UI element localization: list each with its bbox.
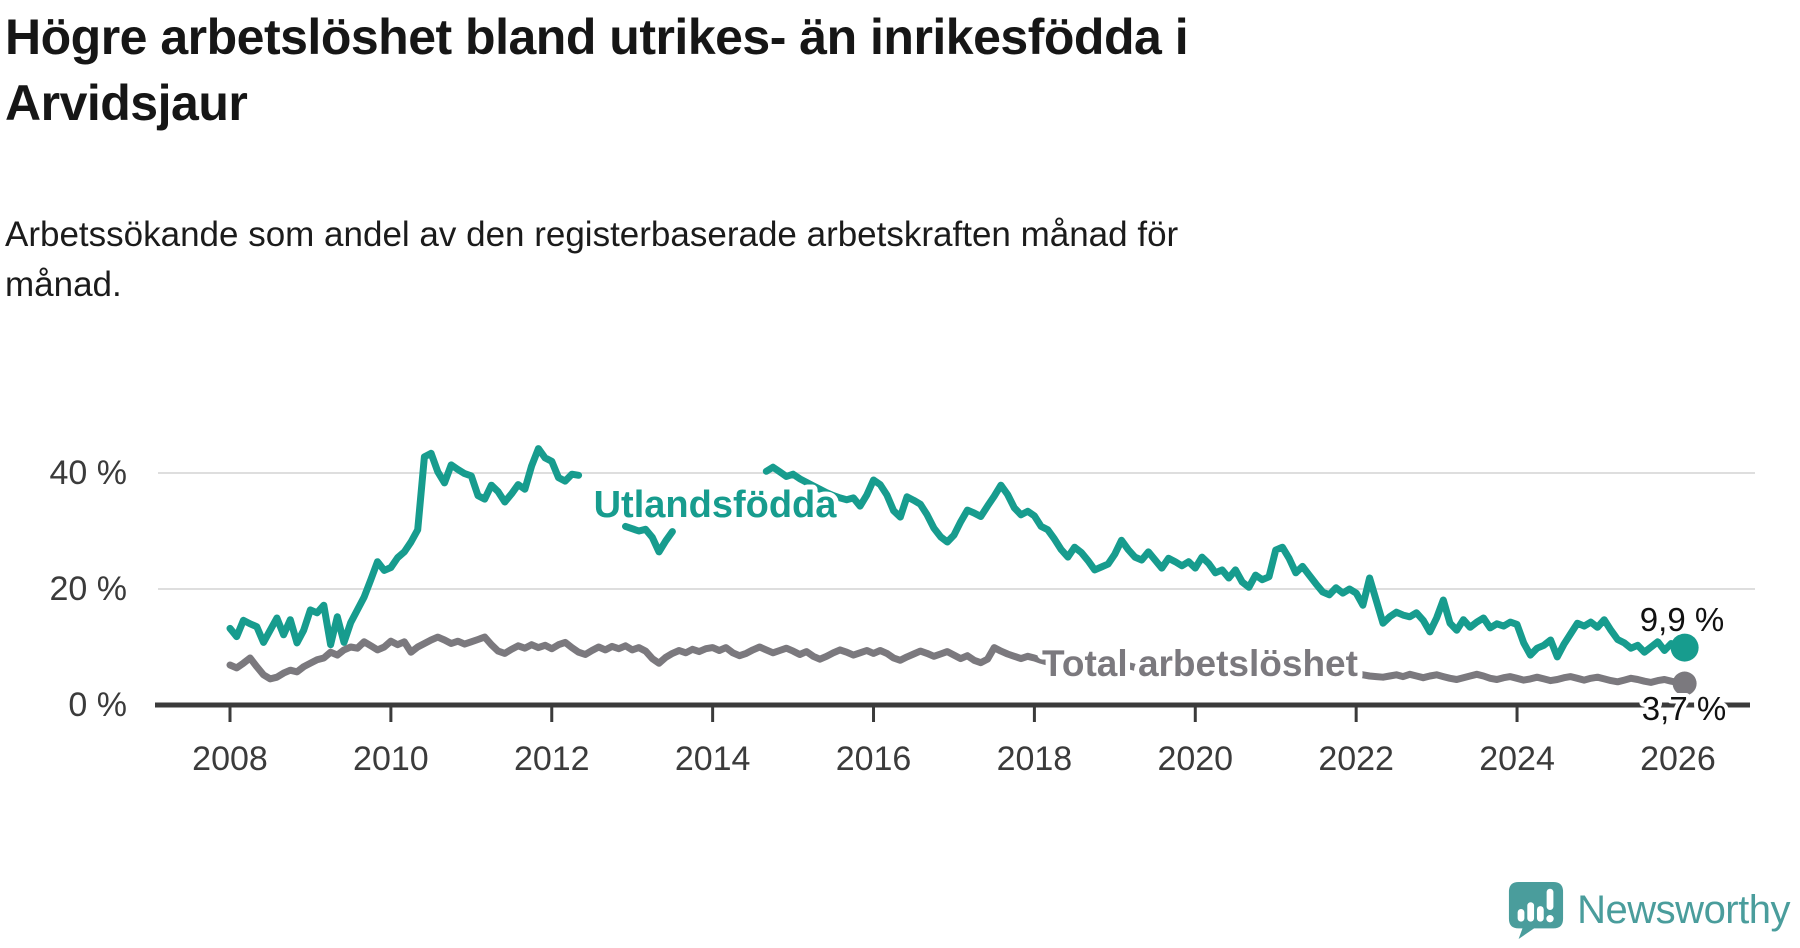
y-tick-label-0: 0 % (68, 686, 127, 724)
newsworthy-logo-text: Newsworthy (1577, 887, 1790, 932)
end-dot-utlandsfodda (1670, 633, 1699, 662)
y-tick-label-40: 40 % (50, 454, 128, 492)
end-value-label-total: 3,7 % (1642, 690, 1726, 727)
axis-tick-labels: 2008 2010 2012 2014 2016 2018 2020 2022 2024 2026… (50, 454, 1716, 778)
chart-annotations: Utlandsfödda Total arbetslöshet 9,9 % 3,… (589, 479, 1731, 731)
x-tick-label-2018: 2018 (997, 740, 1073, 778)
page-title-line-1: Högre arbetslöshet bland utrikes- än inr… (5, 9, 1189, 65)
series-line-total (226, 633, 1689, 687)
x-tick-label-2026: 2026 (1640, 740, 1716, 778)
chart-subtitle-line-1: Arbetssökande som andel av den registerb… (5, 215, 1179, 254)
x-tick-label-2012: 2012 (514, 740, 590, 778)
x-tick-label-2010: 2010 (353, 740, 429, 778)
page-title: Högre arbetslöshet bland utrikes- än inr… (5, 4, 1605, 136)
x-tick-label-2022: 2022 (1318, 740, 1394, 778)
series-lines (226, 445, 1689, 687)
series-line-utlandsfodda (622, 522, 676, 556)
series-label-total-arbetsloshet: Total arbetslöshet (1042, 643, 1358, 684)
x-tick-label-2008: 2008 (192, 740, 268, 778)
end-value-label-utlandsfodda: 9,9 % (1640, 601, 1724, 638)
chart-subtitle: Arbetssökande som andel av den registerb… (5, 210, 1505, 310)
x-tick-label-2016: 2016 (836, 740, 912, 778)
series-label-utlandsfodda: Utlandsfödda (594, 484, 838, 526)
x-tick-label-2020: 2020 (1157, 740, 1233, 778)
chart-subtitle-line-2: månad. (5, 265, 122, 304)
newsworthy-speech-bubble-bar-chart-icon (1509, 881, 1564, 939)
newsworthy-logo: Newsworthy (1507, 880, 1790, 940)
series-end-dots (1670, 633, 1699, 696)
y-tick-label-20: 20 % (50, 570, 128, 608)
page-title-line-2: Arvidsjaur (5, 75, 248, 131)
x-axis (155, 702, 1750, 722)
x-tick-label-2014: 2014 (675, 740, 751, 778)
series-line-utlandsfodda (226, 445, 583, 649)
x-tick-label-2024: 2024 (1479, 740, 1555, 778)
series-line-utlandsfodda (762, 463, 1689, 661)
end-dot-total (1672, 671, 1697, 696)
